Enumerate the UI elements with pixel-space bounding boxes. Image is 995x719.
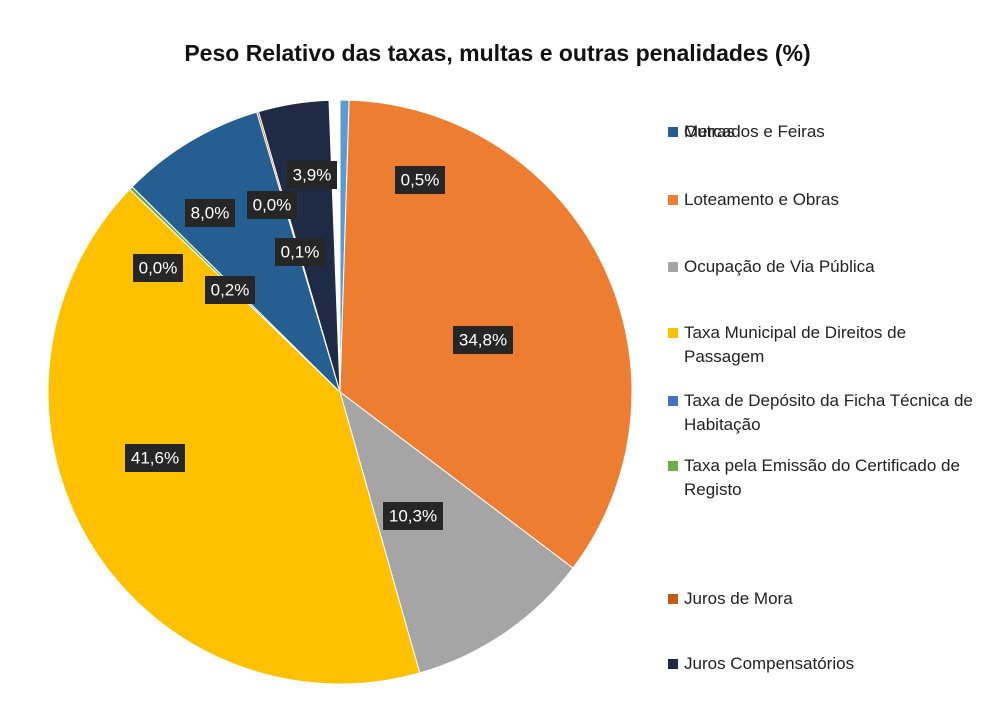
data-label-text: 0,0% — [253, 195, 292, 214]
legend-label: Mercados e Feiras — [684, 122, 825, 141]
legend-label: Juros Compensatórios — [684, 654, 855, 673]
data-label-text: 34,8% — [459, 330, 507, 349]
legend-swatch — [668, 328, 678, 338]
legend-label: Taxa de Depósito da Ficha Técnica de Hab… — [684, 391, 973, 434]
data-label: 0,0% — [247, 191, 297, 219]
data-label-text: 0,0% — [139, 258, 178, 277]
data-label: 34,8% — [453, 326, 513, 354]
label-box — [383, 502, 443, 530]
data-label: 0,1% — [275, 238, 325, 266]
label-box — [125, 444, 185, 472]
data-label-text: 0,1% — [281, 242, 320, 261]
legend-swatch — [668, 262, 678, 272]
legend-label: Taxa pela Emissão do Certificado de Regi… — [684, 456, 960, 499]
data-label: 8,0% — [185, 199, 235, 227]
label-box — [275, 238, 325, 266]
legend-item: Taxa de Depósito da Ficha Técnica de Hab… — [668, 389, 984, 437]
data-label: 0,5% — [395, 166, 445, 194]
legend-label: Taxa Municipal de Direitos de Passagem — [684, 323, 907, 366]
legend-label: Juros de Mora — [684, 589, 793, 608]
data-label: 0,0% — [133, 254, 183, 282]
legend-item: Ocupação de Via Pública — [668, 255, 984, 279]
legend-swatch — [668, 195, 678, 205]
legend-item: Loteamento e Obras — [668, 188, 984, 212]
data-label-text: 41,6% — [131, 448, 179, 467]
legend-item: Outras — [668, 120, 984, 144]
legend-swatch — [668, 659, 678, 669]
legend-item: Juros de Mora — [668, 587, 984, 611]
data-label-text: 10,3% — [389, 506, 437, 525]
data-label-text: 3,9% — [293, 165, 332, 184]
pie-slice — [339, 390, 574, 674]
data-label-text: 0,2% — [211, 280, 250, 299]
data-label-text: 0,5% — [401, 170, 440, 189]
data-label: 41,6% — [125, 444, 185, 472]
legend-label: Outras — [684, 122, 736, 141]
legend-swatch — [668, 594, 678, 604]
chart-title: Peso Relativo das taxas, multas e outras… — [184, 40, 811, 66]
label-box — [205, 276, 255, 304]
pie-slice — [47, 188, 421, 685]
legend-swatch — [668, 461, 678, 471]
label-box — [453, 326, 513, 354]
legend-item: Taxa pela Emissão do Certificado de Regi… — [668, 454, 984, 502]
legend-swatch — [668, 127, 678, 137]
legend-label: Ocupação de Via Pública — [684, 257, 875, 276]
legend-item: Juros Compensatórios — [668, 652, 984, 676]
legend-swatch — [668, 396, 678, 406]
label-box — [133, 254, 183, 282]
legend-label: Loteamento e Obras — [684, 190, 839, 209]
data-label-text: 8,0% — [191, 203, 230, 222]
pie-slice — [131, 111, 341, 393]
legend-item: Taxa Municipal de Direitos de Passagem — [668, 321, 984, 369]
label-box — [287, 161, 337, 189]
label-box — [185, 199, 235, 227]
data-label: 0,2% — [205, 276, 255, 304]
data-label: 10,3% — [383, 502, 443, 530]
data-label: 3,9% — [287, 161, 337, 189]
label-box — [395, 166, 445, 194]
label-box — [247, 191, 297, 219]
